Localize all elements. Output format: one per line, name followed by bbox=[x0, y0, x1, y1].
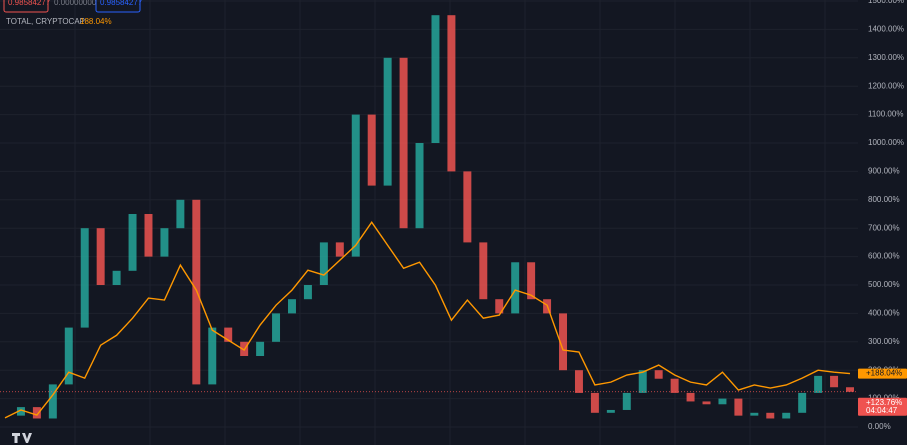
y-tick-label: 1300.00% bbox=[868, 53, 904, 62]
candle bbox=[527, 262, 536, 300]
candle bbox=[192, 199, 201, 385]
candle bbox=[495, 299, 504, 314]
candle bbox=[463, 171, 472, 243]
candle bbox=[559, 313, 568, 371]
candle bbox=[814, 375, 823, 393]
last-badge bbox=[858, 397, 907, 416]
candle bbox=[431, 15, 440, 144]
candle bbox=[830, 375, 839, 388]
candle bbox=[638, 370, 647, 393]
marks bbox=[4, 15, 854, 419]
candle bbox=[399, 57, 408, 229]
candle bbox=[80, 228, 89, 328]
candle bbox=[798, 392, 807, 413]
candle bbox=[176, 199, 185, 229]
candle bbox=[256, 341, 265, 356]
candle bbox=[48, 384, 57, 419]
y-tick-label: 900.00% bbox=[868, 167, 900, 176]
candle bbox=[319, 242, 328, 285]
y-tick-label: 1000.00% bbox=[868, 138, 904, 147]
candle bbox=[351, 114, 360, 257]
candle bbox=[766, 412, 775, 419]
y-tick-label: 600.00% bbox=[868, 252, 900, 261]
candle bbox=[590, 392, 599, 413]
line-series bbox=[4, 221, 851, 419]
candle bbox=[702, 401, 711, 405]
candle bbox=[32, 407, 41, 419]
candle bbox=[447, 15, 456, 172]
candle bbox=[750, 412, 759, 416]
candle bbox=[272, 313, 281, 342]
candle bbox=[367, 114, 376, 186]
header-value: 0.98584277 bbox=[8, 0, 51, 7]
y-tick-label: 400.00% bbox=[868, 309, 900, 318]
candle bbox=[574, 370, 583, 393]
candle bbox=[686, 392, 695, 402]
y-tick-label: 300.00% bbox=[868, 337, 900, 346]
y-tick-label: 1200.00% bbox=[868, 81, 904, 90]
header-value: 0.98584277 bbox=[100, 0, 143, 7]
header-box bbox=[3, 0, 49, 13]
header-box bbox=[95, 0, 141, 13]
y-tick-label: 800.00% bbox=[868, 195, 900, 204]
candle bbox=[383, 57, 392, 186]
candle bbox=[606, 409, 615, 413]
candle bbox=[654, 370, 663, 379]
candle bbox=[208, 327, 217, 385]
candle bbox=[160, 228, 169, 257]
last-badge-label: +188.04% bbox=[866, 369, 902, 378]
y-tick-label: 500.00% bbox=[868, 280, 900, 289]
candle bbox=[287, 299, 296, 314]
candle bbox=[335, 242, 344, 257]
candle bbox=[303, 285, 312, 300]
countdown-label: 04:04:47 bbox=[866, 406, 898, 415]
logo bbox=[12, 433, 32, 443]
symbol-value: 188.04% bbox=[80, 17, 112, 26]
candle bbox=[128, 214, 137, 271]
candle bbox=[479, 242, 488, 300]
last-badge-label: +123.76% bbox=[866, 398, 902, 407]
candle bbox=[16, 407, 25, 416]
candle bbox=[144, 214, 153, 257]
candle bbox=[718, 398, 727, 405]
y-tick-label: 1400.00% bbox=[868, 25, 904, 34]
candle bbox=[112, 270, 121, 285]
y-tick-label: 1500.00% bbox=[868, 0, 904, 5]
candle bbox=[415, 143, 424, 229]
candle bbox=[64, 327, 73, 385]
grid bbox=[0, 0, 858, 445]
candle bbox=[622, 392, 631, 410]
y-tick-label: 0.00% bbox=[868, 422, 891, 431]
candle bbox=[96, 228, 105, 285]
symbol-label: TOTAL, CRYPTOCAP bbox=[6, 17, 85, 26]
candle bbox=[511, 262, 520, 314]
y-tick-label: 1100.00% bbox=[868, 110, 903, 119]
last-badge bbox=[858, 368, 907, 379]
candle bbox=[846, 387, 854, 392]
candle bbox=[224, 327, 233, 342]
y-tick-label: 700.00% bbox=[868, 223, 900, 232]
candle bbox=[670, 378, 679, 393]
candle bbox=[782, 412, 791, 419]
candle bbox=[734, 398, 743, 416]
header-value: 0.00000000 bbox=[54, 0, 97, 7]
